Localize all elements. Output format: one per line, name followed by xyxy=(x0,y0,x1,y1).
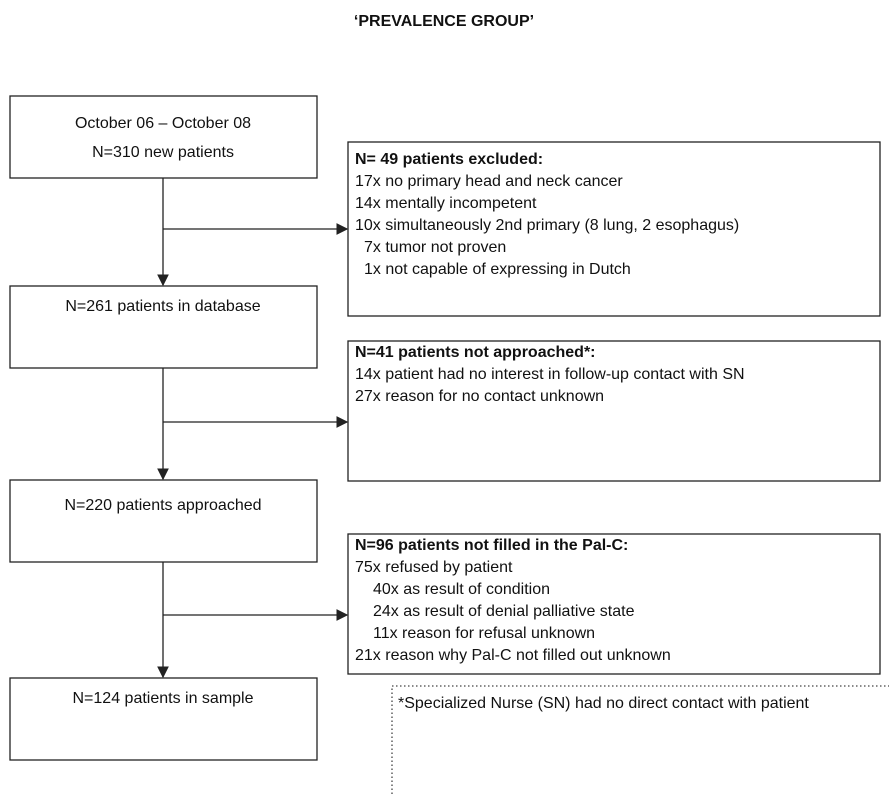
box-text: N=310 new patients xyxy=(92,144,234,161)
side-line: 40x as result of condition xyxy=(373,581,550,598)
title: ‘PREVALENCE GROUP’ xyxy=(354,13,534,30)
box-text: N=220 patients approached xyxy=(64,497,261,514)
side-line: 17x no primary head and neck cancer xyxy=(355,173,623,190)
side-line: 75x refused by patient xyxy=(355,559,513,576)
box xyxy=(9,95,318,179)
side-line: 10x simultaneously 2nd primary (8 lung, … xyxy=(355,217,739,234)
side-box xyxy=(347,340,881,482)
box-text: N=124 patients in sample xyxy=(73,690,254,707)
side-line: 24x as result of denial palliative state xyxy=(373,603,635,620)
footnote: *Specialized Nurse (SN) had no direct co… xyxy=(398,695,809,712)
footnote-border xyxy=(391,685,889,794)
side-line: 14x mentally incompetent xyxy=(355,195,537,212)
box-text: October 06 – October 08 xyxy=(75,115,251,132)
side-line: 7x tumor not proven xyxy=(364,239,506,256)
box-text: N=261 patients in database xyxy=(65,298,260,315)
side-line: 27x reason for no contact unknown xyxy=(355,388,604,405)
side-heading: N=96 patients not filled in the Pal-C: xyxy=(355,537,628,554)
box xyxy=(9,479,318,563)
side-box xyxy=(347,141,881,317)
side-line: 11x reason for refusal unknown xyxy=(373,625,595,642)
side-box xyxy=(347,533,881,675)
box xyxy=(9,677,318,761)
side-line: 21x reason why Pal-C not filled out unkn… xyxy=(355,647,671,664)
side-line: 14x patient had no interest in follow-up… xyxy=(355,366,745,383)
side-heading: N= 49 patients excluded: xyxy=(355,151,543,168)
side-line: 1x not capable of expressing in Dutch xyxy=(364,261,631,278)
box xyxy=(9,285,318,369)
side-heading: N=41 patients not approached*: xyxy=(355,344,596,361)
